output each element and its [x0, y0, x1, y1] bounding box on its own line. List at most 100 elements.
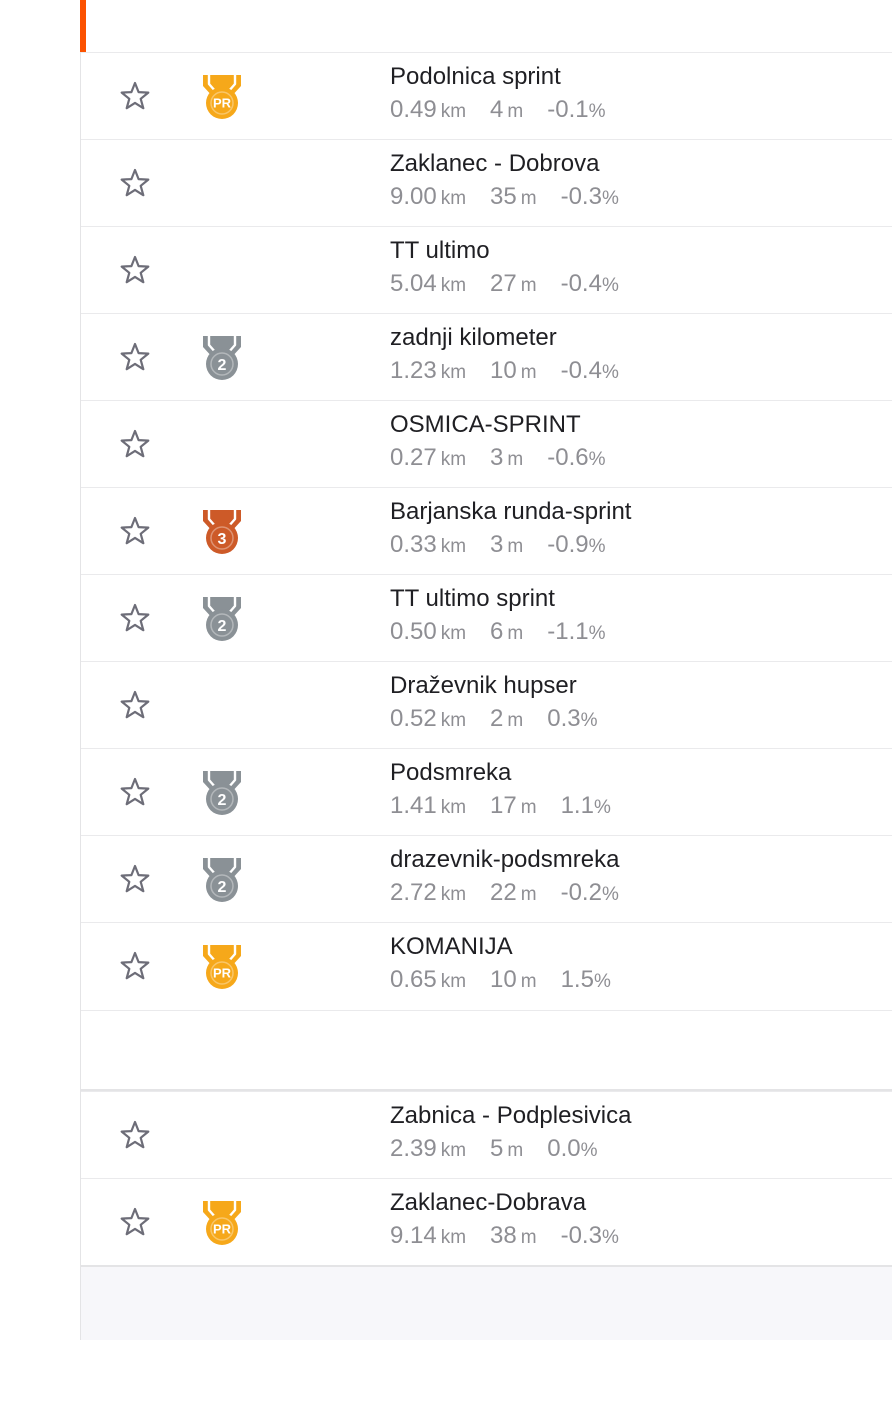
- segment-grade: -0.6: [547, 444, 589, 471]
- segment-elevation-unit: m: [520, 275, 537, 296]
- segment-row: 2 TT ultimo sprint 0.50 km 6 m -1.1%: [81, 574, 892, 661]
- segment-name[interactable]: Barjanska runda-sprint: [390, 498, 632, 525]
- segment-name[interactable]: TT ultimo: [390, 237, 490, 264]
- segment-distance: 5.04: [390, 270, 437, 297]
- segment-row: 3 Barjanska runda-sprint 0.33 km 3 m -0.9%: [81, 487, 892, 574]
- segment-elevation-unit: m: [520, 362, 537, 383]
- segment-row: Draževnik hupser 0.52 km 2 m 0.3%: [81, 661, 892, 748]
- segment-distance: 0.52: [390, 705, 437, 732]
- segment-grade: 0.3: [547, 705, 581, 732]
- segment-elevation-unit: m: [520, 797, 537, 818]
- segment-name[interactable]: TT ultimo sprint: [390, 585, 555, 612]
- star-icon[interactable]: [119, 515, 151, 547]
- pr-medal-icon: PR: [199, 1198, 245, 1248]
- segment-distance-unit: km: [440, 1140, 467, 1161]
- star-icon[interactable]: [119, 80, 151, 112]
- segment-stats: 1.41 km 17 m 1.1%: [390, 792, 611, 820]
- segment-name[interactable]: KOMANIJA: [390, 933, 513, 960]
- star-icon[interactable]: [119, 428, 151, 460]
- segment-distance: 2.39: [390, 1135, 437, 1162]
- star-icon[interactable]: [119, 776, 151, 808]
- medal-label: 2: [218, 792, 227, 809]
- segment-distance: 0.33: [390, 531, 437, 558]
- bronze-medal-icon: 3: [199, 507, 245, 557]
- segment-row: TT ultimo 5.04 km 27 m -0.4%: [81, 226, 892, 313]
- segment-distance-unit: km: [440, 710, 467, 731]
- segment-grade-unit: %: [593, 797, 611, 818]
- segment-elevation: 27: [490, 270, 517, 297]
- segment-elevation: 10: [490, 966, 517, 993]
- segment-grade-unit: %: [588, 623, 606, 644]
- segment-elevation: 38: [490, 1222, 517, 1249]
- segment-row: OSMICA-SPRINT 0.27 km 3 m -0.6%: [81, 400, 892, 487]
- segment-elevation: 35: [490, 183, 517, 210]
- star-icon[interactable]: [119, 167, 151, 199]
- star-icon[interactable]: [119, 863, 151, 895]
- section-divider: [81, 1010, 892, 1091]
- segment-elevation-unit: m: [507, 101, 524, 122]
- segment-distance: 1.23: [390, 357, 437, 384]
- segment-elevation-unit: m: [520, 884, 537, 905]
- segment-grade: -0.3: [560, 1222, 602, 1249]
- segment-name[interactable]: Draževnik hupser: [390, 672, 577, 699]
- segment-row: PR Zaklanec-Dobrava 9.14 km 38 m -0.3%: [81, 1178, 892, 1265]
- segment-grade: -0.1: [547, 96, 589, 123]
- header-accent-bar: [80, 0, 86, 52]
- segment-grade-unit: %: [588, 449, 606, 470]
- segment-elevation-unit: m: [507, 1140, 524, 1161]
- segment-distance-unit: km: [440, 449, 467, 470]
- star-icon[interactable]: [119, 1119, 151, 1151]
- segment-elevation-unit: m: [520, 971, 537, 992]
- star-icon[interactable]: [119, 950, 151, 982]
- segment-name[interactable]: OSMICA-SPRINT: [390, 411, 581, 438]
- segment-distance-unit: km: [440, 101, 467, 122]
- segment-grade: -1.1: [547, 618, 589, 645]
- segment-elevation: 2: [490, 705, 504, 732]
- segment-elevation: 10: [490, 357, 517, 384]
- segment-name[interactable]: zadnji kilometer: [390, 324, 557, 351]
- segment-distance-unit: km: [440, 797, 467, 818]
- segment-name[interactable]: Zabnica - Podplesivica: [390, 1102, 632, 1129]
- silver-medal-icon: 2: [199, 594, 245, 644]
- silver-medal-icon: 2: [199, 855, 245, 905]
- segment-grade: -0.4: [560, 357, 602, 384]
- segment-name[interactable]: Zaklanec - Dobrova: [390, 150, 600, 177]
- segment-elevation: 5: [490, 1135, 504, 1162]
- segment-distance-unit: km: [440, 884, 467, 905]
- segment-distance: 0.49: [390, 96, 437, 123]
- segment-distance-unit: km: [440, 275, 467, 296]
- segment-name[interactable]: drazevnik-podsmreka: [390, 846, 620, 873]
- segment-distance-unit: km: [440, 623, 467, 644]
- segment-grade-unit: %: [601, 884, 619, 905]
- star-icon[interactable]: [119, 1206, 151, 1238]
- segment-stats: 5.04 km 27 m -0.4%: [390, 270, 619, 298]
- segment-row: Zabnica - Podplesivica 2.39 km 5 m 0.0%: [81, 1091, 892, 1178]
- segment-row: 2 drazevnik-podsmreka 2.72 km 22 m -0.2%: [81, 835, 892, 922]
- segment-distance: 2.72: [390, 879, 437, 906]
- segment-stats: 2.72 km 22 m -0.2%: [390, 879, 619, 907]
- segment-distance: 0.27: [390, 444, 437, 471]
- segment-name[interactable]: Podolnica sprint: [390, 63, 561, 90]
- segment-elevation-unit: m: [507, 449, 524, 470]
- segment-elevation-unit: m: [507, 536, 524, 557]
- segment-grade-unit: %: [593, 971, 611, 992]
- segment-distance-unit: km: [440, 536, 467, 557]
- medal-label: 2: [218, 357, 227, 374]
- segment-stats: 1.23 km 10 m -0.4%: [390, 357, 619, 385]
- segments-panel: PR Podolnica sprint 0.49 km 4 m -0.1% Zaklan…: [80, 0, 892, 1340]
- segment-name[interactable]: Podsmreka: [390, 759, 512, 786]
- segment-name[interactable]: Zaklanec-Dobrava: [390, 1189, 587, 1216]
- segment-stats: 9.14 km 38 m -0.3%: [390, 1222, 619, 1250]
- medal-label: PR: [213, 966, 232, 981]
- star-icon[interactable]: [119, 602, 151, 634]
- segment-elevation: 3: [490, 531, 504, 558]
- segment-row: PR Podolnica sprint 0.49 km 4 m -0.1%: [81, 52, 892, 139]
- star-icon[interactable]: [119, 689, 151, 721]
- segment-distance: 0.50: [390, 618, 437, 645]
- segment-grade-unit: %: [580, 1140, 598, 1161]
- segment-elevation: 4: [490, 96, 504, 123]
- medal-label: PR: [213, 96, 232, 111]
- star-icon[interactable]: [119, 254, 151, 286]
- segment-grade-unit: %: [601, 188, 619, 209]
- star-icon[interactable]: [119, 341, 151, 373]
